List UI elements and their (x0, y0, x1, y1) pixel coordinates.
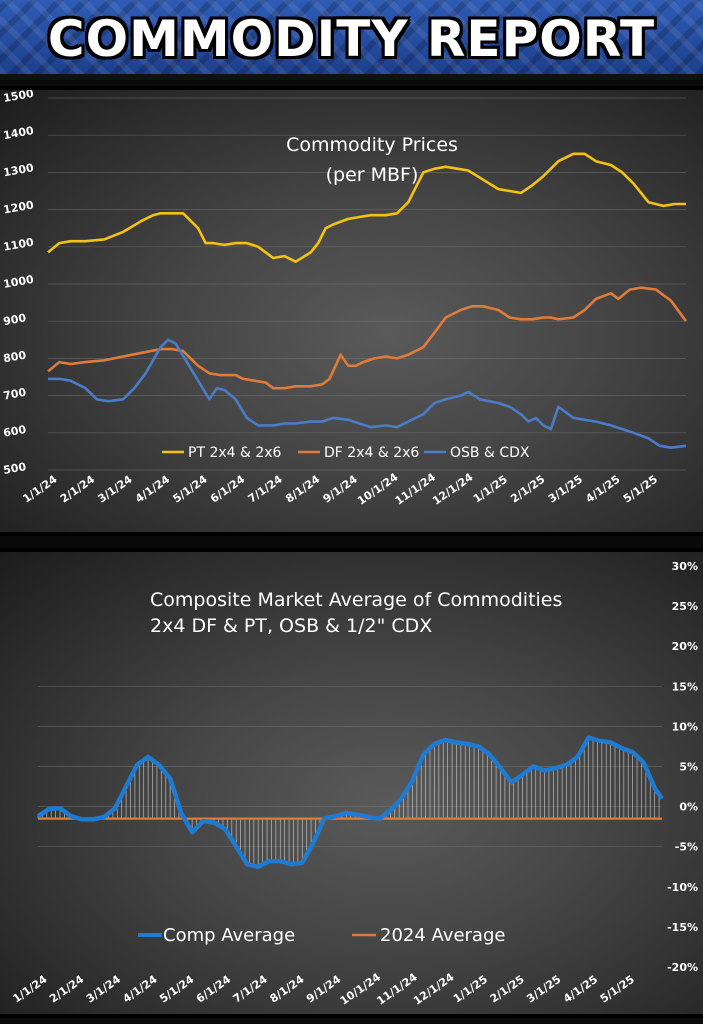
chart2-y-tick-label: -10% (667, 881, 698, 894)
chart1-title: Commodity Prices (286, 134, 458, 156)
chart2-y-tick-label: 25% (672, 600, 698, 613)
chart1-y-tick-label: 1400 (2, 124, 35, 142)
chart2-y-tick-label: -20% (667, 961, 698, 974)
chart1-y-tick-label: 600 (2, 423, 27, 440)
chart2-y-tick-label: 5% (679, 761, 698, 774)
chart1-series-line (47, 286, 688, 390)
chart1-x-tick-label: 10/1/24 (355, 470, 401, 507)
chart1-x-tick-label: 4/1/24 (133, 473, 172, 506)
chart1-x-tick-label: 11/1/24 (393, 470, 439, 507)
chart1-x-tick-label: 1/1/24 (20, 473, 59, 506)
chart2-x-tick-label: 6/1/24 (194, 973, 233, 1006)
chart2-drop-lines (37, 737, 660, 867)
chart1-x-tick-label: 9/1/24 (321, 473, 360, 506)
chart1-x-tick-label: 4/1/25 (583, 473, 622, 506)
chart2-y-tick-label: -5% (675, 841, 698, 854)
composite-average-panel: 30% 25% 20% 15% 10% 5% 0% -5% -10% -15% -20% 1/1/2… (0, 548, 703, 1018)
chart2-legend: Comp Average 2024 Average (138, 925, 505, 946)
chart1-subtitle: (per MBF) (326, 164, 419, 186)
chart2-y-tick-label: 20% (672, 640, 698, 653)
chart1-y-tick-label: 500 (2, 460, 27, 477)
chart1-x-tick-label: 1/1/25 (471, 473, 510, 506)
chart1-series (47, 152, 688, 449)
chart2-x-tick-label: 1/1/24 (10, 973, 49, 1006)
chart1-y-tick-label: 700 (2, 386, 27, 403)
chart2-x-tick-label: 2/1/24 (47, 973, 86, 1006)
chart2-x-tick-label: 12/1/24 (411, 970, 457, 1007)
chart2-x-tick-label: 3/1/24 (84, 973, 123, 1006)
chart1-x-tick-label: 5/1/25 (621, 473, 660, 506)
chart2-x-tick-label: 11/1/24 (374, 970, 420, 1007)
chart2-y-tick-label: 30% (672, 560, 698, 573)
commodity-prices-panel: 500 600 700 800 900 1000 1100 1200 1300 1400 1500 … (0, 86, 703, 536)
chart2-y-tick-label: -15% (667, 921, 698, 934)
chart1-x-tick-label: 2/1/25 (508, 473, 547, 506)
chart2-x-ticks: 1/1/242/1/243/1/244/1/245/1/246/1/247/1/… (10, 970, 636, 1007)
chart1-legend-label: DF 2x4 & 2x6 (324, 445, 419, 461)
chart1-y-ticks: 500 600 700 800 900 1000 1100 1200 1300 1400 1500 (2, 90, 35, 477)
chart1-y-tick-label: 1000 (2, 273, 35, 291)
chart2-x-tick-label: 7/1/24 (231, 973, 270, 1006)
chart2-title: Composite Market Average of Commodities (150, 589, 562, 611)
chart1-gridlines (48, 97, 686, 471)
chart1-series-line (48, 338, 687, 449)
report-title: COMMODITY REPORT (47, 10, 656, 68)
chart2-y-tick-label: 10% (672, 720, 698, 733)
chart2-y-tick-label: 0% (679, 801, 698, 814)
chart1-y-tick-label: 1100 (2, 236, 35, 254)
chart2-x-tick-label: 3/1/25 (524, 973, 563, 1006)
chart1-y-tick-label: 800 (2, 349, 27, 366)
chart1-x-tick-label: 3/1/24 (95, 473, 134, 506)
chart2-x-tick-label: 8/1/24 (267, 973, 306, 1006)
header-banner: COMMODITY REPORT (0, 0, 703, 80)
chart2-x-tick-label: 4/1/25 (561, 973, 600, 1006)
chart2-x-tick-label: 5/1/25 (598, 973, 637, 1006)
chart2-series (36, 735, 664, 870)
chart1-legend-label: PT 2x4 & 2x6 (188, 445, 282, 461)
chart1-y-tick-label: 1300 (2, 161, 35, 179)
chart2-y-ticks: 30% 25% 20% 15% 10% 5% 0% -5% -10% -15% -20% (667, 560, 698, 974)
chart2-x-tick-label: 4/1/24 (121, 973, 160, 1006)
chart2-x-tick-label: 1/1/25 (451, 973, 490, 1006)
chart1-x-tick-label: 3/1/25 (546, 473, 585, 506)
chart1-x-ticks: 1/1/242/1/243/1/244/1/245/1/246/1/247/1/… (20, 470, 660, 507)
chart2-x-tick-label: 9/1/24 (304, 973, 343, 1006)
chart1-x-tick-label: 12/1/24 (430, 470, 476, 507)
chart1-series-line (47, 152, 686, 263)
composite-average-chart: 30% 25% 20% 15% 10% 5% 0% -5% -10% -15% -20% 1/1/2… (10, 560, 698, 1008)
chart2-y-tick-label: 15% (672, 680, 698, 693)
chart1-legend: PT 2x4 & 2x6 DF 2x4 & 2x6 OSB & CDX (162, 445, 530, 461)
chart1-y-tick-label: 1200 (2, 198, 35, 216)
chart2-legend-label: Comp Average (163, 925, 295, 946)
chart2-series-line (36, 735, 664, 870)
chart2-legend-label: 2024 Average (380, 925, 505, 946)
chart1-x-tick-label: 2/1/24 (58, 473, 97, 506)
chart2-gridlines (38, 685, 662, 848)
chart1-x-tick-label: 6/1/24 (208, 473, 247, 506)
chart2-x-tick-label: 2/1/25 (488, 973, 527, 1006)
commodity-prices-chart: 500600700800900100011001200130014001500 … (2, 90, 688, 508)
chart2-subtitle: 2x4 DF & PT, OSB & 1/2" CDX (150, 615, 432, 637)
chart2-x-tick-label: 10/1/24 (338, 970, 384, 1007)
chart1-legend-label: OSB & CDX (450, 445, 530, 461)
chart1-y-tick-label: 900 (2, 311, 27, 328)
chart1-y-tick-label: 1500 (2, 90, 35, 105)
chart2-x-tick-label: 5/1/24 (157, 973, 196, 1006)
chart1-x-tick-label: 5/1/24 (171, 473, 210, 506)
chart1-x-tick-label: 8/1/24 (283, 473, 322, 506)
chart1-x-tick-label: 7/1/24 (246, 473, 285, 506)
